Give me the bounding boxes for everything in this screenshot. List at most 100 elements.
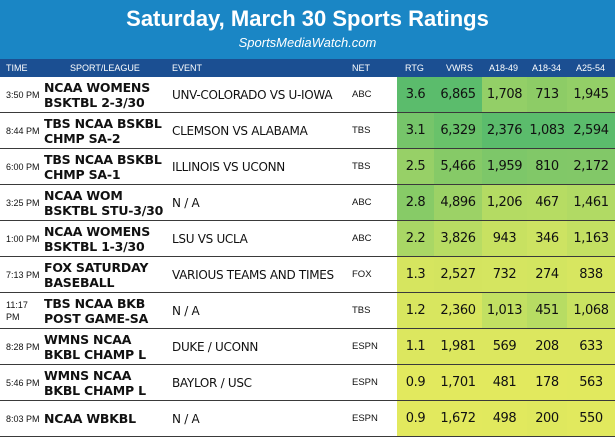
rating-cell: 3.1 [397, 113, 434, 148]
col-vwrs: VWRS [446, 63, 473, 73]
a25-54-cell: 2,594 [567, 113, 615, 148]
a18-49-cell: 1,959 [482, 149, 527, 184]
a18-49-cell: 732 [482, 257, 527, 292]
a18-49-cell: 2,376 [482, 113, 527, 148]
viewers-cell: 5,466 [434, 149, 482, 184]
a25-54-cell: 550 [567, 401, 615, 436]
a18-34-cell: 451 [527, 293, 567, 328]
a25-54-cell: 1,945 [567, 77, 615, 112]
table-row: 11:17 PM TBS NCAA BKB POST GAME-SA N / A TB… [0, 293, 615, 329]
rating-cell: 3.6 [397, 77, 434, 112]
time-cell: 8:28 PM [6, 341, 40, 352]
rating-cell: 2.5 [397, 149, 434, 184]
a25-54-cell: 838 [567, 257, 615, 292]
table-row: 8:44 PM TBS NCAA BSKBL CHMP SA-2 CLEMSON V… [0, 113, 615, 149]
a18-34-cell: 713 [527, 77, 567, 112]
col-a2554: A25-54 [576, 63, 606, 73]
col-event: EVENT [172, 63, 203, 73]
network-cell: ESPN [352, 341, 378, 352]
viewers-cell: 1,981 [434, 329, 482, 364]
a18-49-cell: 1,206 [482, 185, 527, 220]
rating-cell: 0.9 [397, 365, 434, 400]
rating-cell: 1.1 [397, 329, 434, 364]
time-cell: 1:00 PM [6, 233, 40, 244]
sport-league-cell: NCAA WBKBL [44, 411, 136, 426]
a25-54-cell: 1,163 [567, 221, 615, 256]
a18-34-cell: 208 [527, 329, 567, 364]
col-sport: SPORT/LEAGUE [70, 63, 140, 73]
page-header: Saturday, March 30 Sports Ratings Sports… [0, 0, 615, 59]
rating-cell: 1.2 [397, 293, 434, 328]
a18-34-cell: 200 [527, 401, 567, 436]
table-row: 8:03 PM NCAA WBKBL N / A ESPN 0.9 1,672 498 200… [0, 401, 615, 437]
network-cell: ESPN [352, 413, 378, 424]
viewers-cell: 6,329 [434, 113, 482, 148]
table-row: 3:25 PM NCAA WOM BSKTBL STU-3/30 N / A ABC 2… [0, 185, 615, 221]
viewers-cell: 2,360 [434, 293, 482, 328]
col-a1834: A18-34 [532, 63, 562, 73]
viewers-cell: 4,896 [434, 185, 482, 220]
sport-league-cell: TBS NCAA BSKBL CHMP SA-1 [44, 151, 162, 182]
time-cell: 8:03 PM [6, 413, 40, 424]
page-title: Saturday, March 30 Sports Ratings [126, 6, 489, 31]
sport-league-cell: NCAA WOMENS BSKTBL 1-3/30 [44, 223, 150, 254]
a18-34-cell: 810 [527, 149, 567, 184]
table-row: 8:28 PM WMNS NCAA BKBL CHAMP L DUKE / UCON… [0, 329, 615, 365]
sport-league-cell: TBS NCAA BKB POST GAME-SA [44, 295, 149, 326]
a25-54-cell: 633 [567, 329, 615, 364]
time-cell: 3:25 PM [6, 197, 40, 208]
source-subtitle: SportsMediaWatch.com [238, 35, 377, 50]
a18-49-cell: 1,708 [482, 77, 527, 112]
viewers-cell: 1,672 [434, 401, 482, 436]
network-cell: TBS [352, 305, 371, 316]
viewers-cell: 3,826 [434, 221, 482, 256]
time-cell: 8:44 PM [6, 125, 40, 136]
network-cell: TBS [352, 125, 371, 136]
time-cell: 7:13 PM [6, 269, 40, 280]
sport-league-cell: TBS NCAA BSKBL CHMP SA-2 [44, 115, 162, 146]
a18-49-cell: 569 [482, 329, 527, 364]
a18-34-cell: 1,083 [527, 113, 567, 148]
network-cell: TBS [352, 161, 371, 172]
event-cell: DUKE / UCONN [172, 339, 259, 354]
viewers-cell: 1,701 [434, 365, 482, 400]
event-cell: CLEMSON VS ALABAMA [172, 123, 308, 138]
sport-league-cell: NCAA WOM BSKTBL STU-3/30 [44, 187, 164, 218]
a18-49-cell: 1,013 [482, 293, 527, 328]
rating-cell: 0.9 [397, 401, 434, 436]
sport-league-cell: NCAA WOMENS BSKTBL 2-3/30 [44, 79, 150, 110]
col-net: NET [352, 63, 370, 73]
table-row: 3:50 PM NCAA WOMENS BSKTBL 2-3/30 UNV-COLO… [0, 77, 615, 113]
event-cell: N / A [172, 411, 200, 426]
col-a1849: A18-49 [489, 63, 519, 73]
event-cell: VARIOUS TEAMS AND TIMES [172, 267, 334, 282]
event-cell: N / A [172, 195, 200, 210]
a25-54-cell: 1,068 [567, 293, 615, 328]
network-cell: ABC [352, 233, 372, 244]
time-cell: 6:00 PM [6, 161, 40, 172]
event-cell: UNV-COLORADO VS U-IOWA [172, 87, 333, 102]
a18-34-cell: 346 [527, 221, 567, 256]
network-cell: ABC [352, 197, 372, 208]
col-rtg: RTG [405, 63, 424, 73]
rating-cell: 2.8 [397, 185, 434, 220]
viewers-cell: 2,527 [434, 257, 482, 292]
a18-49-cell: 498 [482, 401, 527, 436]
col-time: TIME [6, 63, 28, 73]
a25-54-cell: 563 [567, 365, 615, 400]
a25-54-cell: 2,172 [567, 149, 615, 184]
table-row: 6:00 PM TBS NCAA BSKBL CHMP SA-1 ILLINOIS … [0, 149, 615, 185]
network-cell: FOX [352, 269, 372, 280]
a18-34-cell: 467 [527, 185, 567, 220]
network-cell: ABC [352, 89, 372, 100]
a18-34-cell: 178 [527, 365, 567, 400]
column-header-bar: TIME SPORT/LEAGUE EVENT NET RTG VWRS A18… [0, 59, 615, 77]
viewers-cell: 6,865 [434, 77, 482, 112]
a25-54-cell: 1,461 [567, 185, 615, 220]
event-cell: N / A [172, 303, 200, 318]
time-cell: 11:17 PM [6, 299, 28, 322]
time-cell: 3:50 PM [6, 89, 40, 100]
table-row: 1:00 PM NCAA WOMENS BSKTBL 1-3/30 LSU VS U… [0, 221, 615, 257]
event-cell: LSU VS UCLA [172, 231, 248, 246]
rating-cell: 2.2 [397, 221, 434, 256]
